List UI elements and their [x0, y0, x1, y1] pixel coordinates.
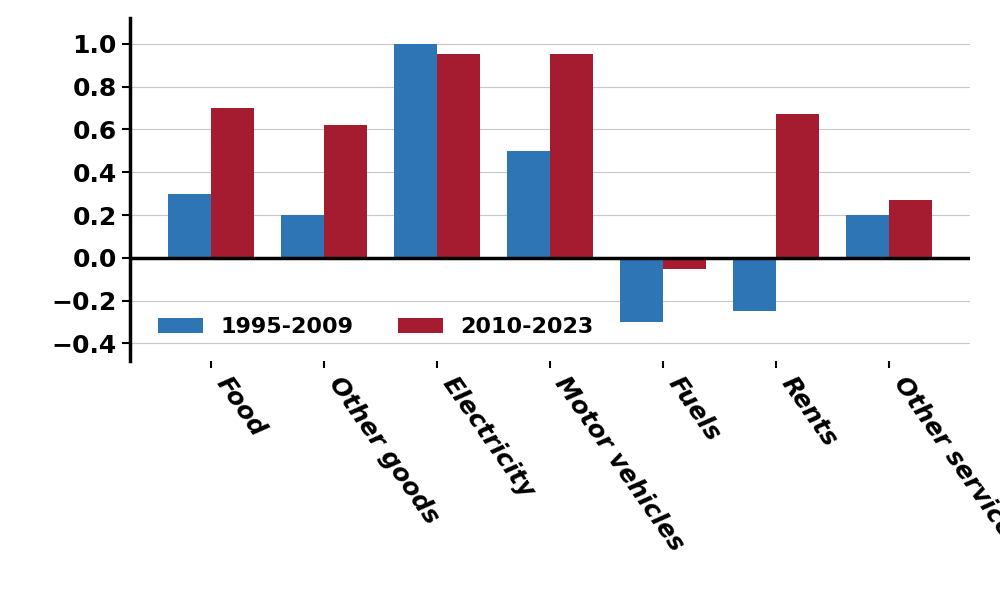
Bar [281, 215, 324, 258]
Bar [437, 55, 480, 258]
Bar [663, 258, 706, 269]
Bar [211, 108, 254, 258]
Bar [846, 215, 889, 258]
Bar [620, 258, 663, 322]
Legend: 1995-2009, 2010-2023: 1995-2009, 2010-2023 [150, 308, 602, 346]
Bar [324, 125, 367, 258]
Bar [889, 200, 932, 258]
Bar [394, 44, 437, 258]
Bar [507, 151, 550, 258]
Bar [733, 258, 776, 311]
Bar [776, 114, 819, 258]
Bar [550, 55, 593, 258]
Bar [168, 194, 211, 258]
